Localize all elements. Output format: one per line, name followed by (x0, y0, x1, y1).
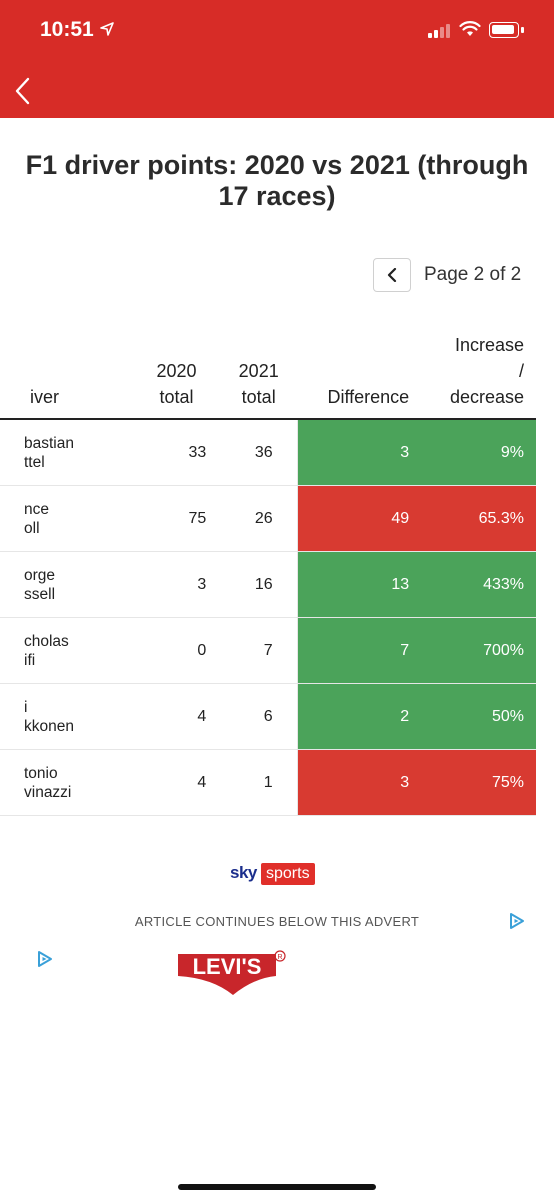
difference-cell: 2 (296, 683, 416, 750)
difference-cell: 13 (296, 551, 416, 618)
adchoices-icon[interactable] (508, 912, 526, 930)
points-2021-cell: 26 (206, 485, 298, 552)
header-increase-decrease[interactable]: Increase / decrease (415, 328, 536, 420)
percent-change-cell: 9% (415, 419, 536, 486)
points-2020-cell: 4 (136, 683, 207, 750)
percent-change-cell: 433% (415, 551, 536, 618)
chart-title: F1 driver points: 2020 vs 2021 (through … (25, 150, 529, 211)
points-2021-cell: 16 (206, 551, 298, 618)
header-2021-total[interactable]: 2021 total (206, 328, 298, 420)
chevron-left-icon (387, 268, 397, 282)
battery-icon (489, 22, 519, 38)
adchoices-icon[interactable] (36, 950, 54, 968)
difference-cell: 7 (296, 617, 416, 684)
points-2021-cell: 1 (206, 749, 298, 816)
points-2020-cell: 4 (136, 749, 207, 816)
points-2021-cell: 36 (206, 419, 298, 486)
percent-change-cell: 50% (415, 683, 536, 750)
driver-name-cell: i kkonen (0, 683, 137, 750)
driver-name-cell: orge ssell (0, 551, 137, 618)
header-2020-total[interactable]: 2020 total (136, 328, 207, 420)
difference-cell: 3 (296, 419, 416, 486)
wifi-icon (459, 21, 481, 36)
back-chevron-icon[interactable] (10, 74, 40, 108)
table-row: i kkonen 4 6 2 50% (0, 683, 536, 750)
table-row: tonio vinazzi 4 1 3 75% (0, 749, 536, 816)
driver-name-cell: cholas ifi (0, 617, 137, 684)
percent-change-cell: 75% (415, 749, 536, 816)
location-arrow-icon (100, 22, 114, 36)
table-row: cholas ifi 0 7 7 700% (0, 617, 536, 684)
points-2020-cell: 33 (136, 419, 207, 486)
cell-signal-icon (428, 22, 454, 38)
points-2021-cell: 7 (206, 617, 298, 684)
percent-change-cell: 700% (415, 617, 536, 684)
table-row: orge ssell 3 16 13 433% (0, 551, 536, 618)
points-2020-cell: 75 (136, 485, 207, 552)
table-header-row: iver 2020 total 2021 total Difference Incr… (0, 328, 536, 420)
driver-name-cell: tonio vinazzi (0, 749, 137, 816)
difference-cell: 49 (296, 485, 416, 552)
previous-page-button[interactable] (373, 258, 411, 292)
points-2020-cell: 0 (136, 617, 207, 684)
table-row: bastian ttel 33 36 3 9% (0, 419, 536, 486)
header-driver[interactable]: iver (0, 328, 137, 420)
table-row: nce oll 75 26 49 65.3% (0, 485, 536, 552)
svg-text:LEVI'S: LEVI'S (193, 954, 262, 979)
svg-text:R: R (277, 954, 282, 961)
difference-cell: 3 (296, 749, 416, 816)
page-indicator: Page 2 of 2 (424, 264, 522, 285)
driver-points-table: iver 2020 total 2021 total Difference Incr… (0, 328, 536, 816)
advert-note: ARTICLE CONTINUES BELOW THIS ADVERT (134, 914, 420, 929)
driver-name-cell: bastian ttel (0, 419, 137, 486)
header-difference[interactable]: Difference (297, 328, 416, 420)
driver-name-cell: nce oll (0, 485, 137, 552)
home-indicator[interactable] (178, 1184, 376, 1190)
points-2021-cell: 6 (206, 683, 298, 750)
levis-logo[interactable]: LEVI'S R (178, 950, 288, 1000)
percent-change-cell: 65.3% (415, 485, 536, 552)
app-header: 10:51 (0, 0, 554, 118)
status-time: 10:51 (40, 18, 94, 41)
points-2020-cell: 3 (136, 551, 207, 618)
